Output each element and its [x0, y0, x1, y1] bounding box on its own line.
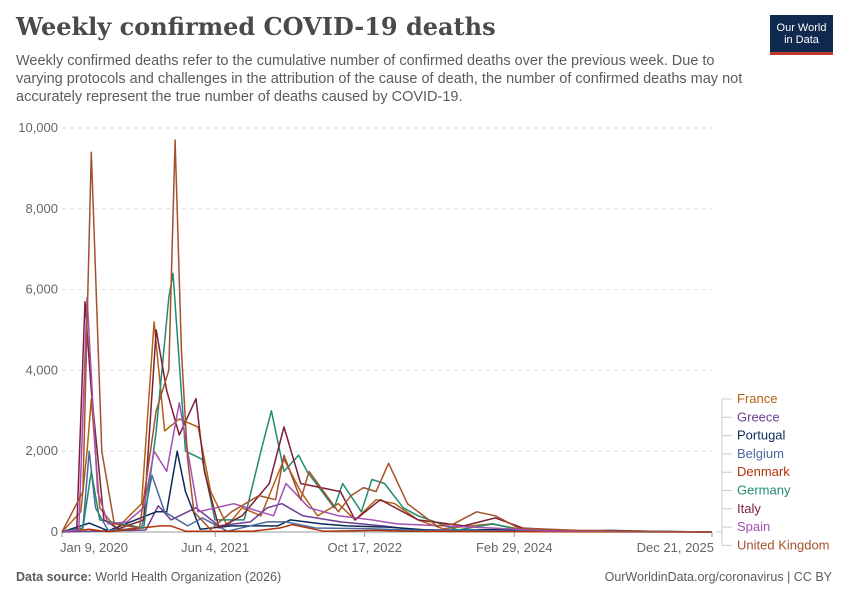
legend-label-italy: Italy: [737, 501, 761, 516]
y-axis: 0 2,000 4,000 6,000 8,000 10,000: [18, 120, 58, 539]
series-line-united-kingdom: [61, 139, 713, 533]
owid-logo[interactable]: Our World in Data: [770, 15, 833, 55]
legend-connector-portugal: [716, 435, 732, 533]
x-tick-label: Jun 4, 2021: [181, 540, 249, 555]
logo-line-1: Our World: [776, 21, 827, 34]
legend-connector-greece: [716, 416, 732, 533]
data-source-text: World Health Organization (2026): [95, 570, 282, 584]
series-line-spain: [61, 296, 713, 533]
series-line-denmark: [61, 523, 713, 533]
data-source-label: Data source:: [16, 570, 92, 584]
legend-label-germany: Germany: [737, 483, 791, 498]
legend-label-france: France: [737, 391, 777, 406]
series-line-germany: [61, 272, 713, 533]
legend-connector-italy: [716, 508, 732, 533]
y-tick-label: 0: [51, 524, 58, 539]
x-tick-label: Feb 29, 2024: [476, 540, 553, 555]
x-tick-label: Jan 9, 2020: [60, 540, 128, 555]
x-axis: Jan 9, 2020 Jun 4, 2021 Oct 17, 2022 Feb 29…: [60, 531, 714, 555]
legend-connector-united-kingdom: [716, 531, 732, 546]
legend-label-united-kingdom: United Kingdom: [737, 537, 830, 552]
y-tick-label: 6,000: [25, 282, 58, 297]
y-tick-label: 8,000: [25, 201, 58, 216]
legend-connector-belgium: [716, 453, 732, 533]
y-tick-label: 10,000: [18, 120, 58, 135]
legend-label-portugal: Portugal: [737, 428, 786, 443]
y-tick-label: 4,000: [25, 362, 58, 377]
series-line-belgium: [61, 450, 713, 533]
legend-label-denmark: Denmark: [737, 464, 790, 479]
legend-label-greece: Greece: [737, 409, 780, 424]
x-tick-label: Oct 17, 2022: [327, 540, 401, 555]
legend-connector-germany: [716, 490, 732, 533]
y-tick-label: 2,000: [25, 443, 58, 458]
legend: France Greece Portugal Belgium Denmark German…: [716, 391, 830, 552]
legend-label-spain: Spain: [737, 519, 770, 534]
legend-connector-denmark: [716, 471, 732, 533]
legend-connector-france: [716, 398, 732, 533]
legend-label-belgium: Belgium: [737, 446, 784, 461]
series-lines: [61, 139, 713, 533]
data-source: Data source: World Health Organization (…: [16, 570, 281, 584]
chart-title: Weekly confirmed COVID-19 deaths: [16, 12, 496, 41]
chart-subtitle: Weekly confirmed deaths refer to the cum…: [16, 53, 743, 105]
logo-line-2: in Data: [784, 33, 819, 46]
series-line-portugal: [61, 450, 713, 533]
x-tick-label: Dec 21, 2025: [637, 540, 714, 555]
series-line-italy: [61, 300, 713, 533]
legend-connector-spain: [716, 526, 732, 533]
footer-link[interactable]: OurWorldinData.org/coronavirus | CC BY: [604, 570, 832, 584]
